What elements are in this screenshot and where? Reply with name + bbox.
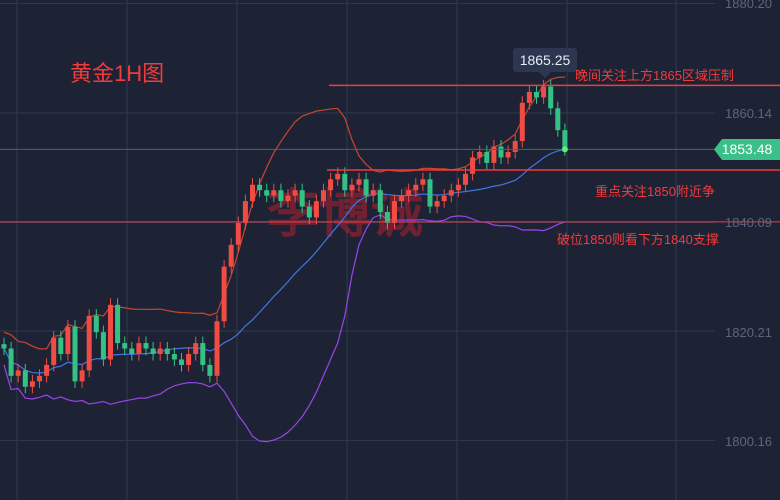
candle-body (15, 370, 21, 376)
note-resistance: 晚间关注上方1865区域压制 (575, 68, 734, 83)
candle-body (115, 304, 121, 344)
candle-body (498, 146, 504, 158)
high-price-tooltip: 1865.25 (513, 48, 577, 78)
candle-body (292, 190, 298, 196)
candle-body (93, 315, 99, 333)
candle-body (370, 190, 376, 196)
candle-body (534, 91, 539, 98)
candle-body (448, 190, 454, 196)
candle-body (65, 326, 71, 355)
candle-body (441, 195, 447, 202)
y-tick: 1820.21 (725, 325, 772, 340)
candle-body (526, 91, 532, 103)
candle-body (519, 102, 525, 142)
candle-body (335, 173, 341, 180)
candle-body (484, 151, 490, 163)
candle-body (122, 343, 128, 349)
candle-body (413, 184, 419, 191)
candle-body (242, 201, 248, 223)
candle-body (306, 206, 312, 218)
candle-body (278, 190, 284, 202)
candle-body (377, 190, 383, 213)
candle-body (384, 212, 390, 223)
middle-band-line (3, 148, 566, 374)
candle-body (363, 179, 369, 196)
candle-body (491, 146, 497, 163)
candle-body (37, 375, 42, 382)
candle-body (179, 359, 184, 365)
lower-band-line (3, 214, 566, 443)
candle-body (470, 157, 476, 174)
candle-body (86, 315, 92, 371)
candle-body (51, 337, 57, 365)
candle-body (100, 332, 106, 360)
candle-body (420, 179, 426, 185)
candle-body (44, 364, 50, 376)
candle-body (58, 337, 64, 355)
candle-body (505, 151, 511, 158)
candle-body (193, 343, 199, 355)
candle-body (108, 304, 113, 360)
note-support: 破位1850则看下方1840支撑 (557, 232, 719, 247)
candle-body (342, 173, 348, 191)
candle-body (143, 343, 149, 349)
candle-body (548, 86, 554, 109)
candle-body (250, 184, 255, 202)
candle-body (186, 354, 192, 365)
note-focus: 重点关注1850附近争 (595, 184, 715, 199)
candle-body (200, 343, 206, 365)
candle-body (207, 364, 213, 376)
candle-body (129, 348, 135, 355)
candle-body (541, 86, 547, 98)
candle-body (235, 222, 241, 245)
candle-body (228, 244, 234, 267)
candle-body (434, 201, 440, 207)
candle-body (1, 344, 7, 349)
candle-body (8, 348, 14, 376)
candle-body (157, 348, 163, 355)
candle-body (477, 151, 483, 158)
candle-body (555, 108, 561, 131)
candle-body (463, 173, 468, 185)
candle-body (313, 201, 319, 218)
candle-body (356, 179, 362, 185)
candle-body (136, 343, 142, 355)
y-tick: 1800.16 (725, 434, 772, 449)
y-tick: 1860.14 (725, 106, 772, 121)
candle-body (328, 179, 334, 191)
candle-body (392, 201, 397, 223)
candle-body (22, 370, 28, 387)
current-price-tag: 1853.48 (714, 139, 780, 160)
candle-body (214, 321, 220, 376)
candle-body (512, 141, 518, 152)
candle-body (562, 130, 568, 150)
candle-body (399, 195, 405, 202)
candle-body (164, 348, 170, 355)
candle-body (29, 381, 35, 387)
candle-body (221, 266, 227, 322)
candle-body (257, 184, 263, 191)
candle-body (72, 326, 78, 382)
candle-body (455, 184, 461, 191)
y-tick: 1840.09 (725, 215, 772, 230)
candle-body (299, 190, 305, 207)
candle-body (264, 190, 270, 196)
candle-body (321, 190, 326, 202)
candle-body (271, 190, 277, 196)
candle-body (427, 179, 433, 207)
candle-body (406, 190, 412, 196)
candle-body (171, 354, 177, 360)
candle-body (349, 184, 355, 191)
current-price-dot (561, 146, 568, 153)
chart-title: 黄金1H图 (70, 61, 165, 86)
candle-body (150, 348, 156, 355)
candle-body (285, 195, 291, 202)
candle-body (79, 370, 85, 382)
y-tick: 1880.20 (725, 0, 772, 11)
